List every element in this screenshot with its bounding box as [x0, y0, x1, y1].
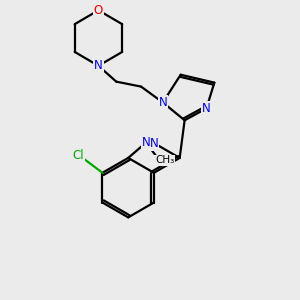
Text: O: O [94, 4, 103, 17]
Text: N: N [94, 59, 103, 72]
Text: N: N [142, 136, 150, 149]
Text: CH₃: CH₃ [155, 155, 175, 165]
Text: Cl: Cl [73, 149, 85, 162]
Text: N: N [202, 102, 211, 115]
Text: N: N [158, 96, 167, 109]
Text: N: N [150, 136, 158, 150]
